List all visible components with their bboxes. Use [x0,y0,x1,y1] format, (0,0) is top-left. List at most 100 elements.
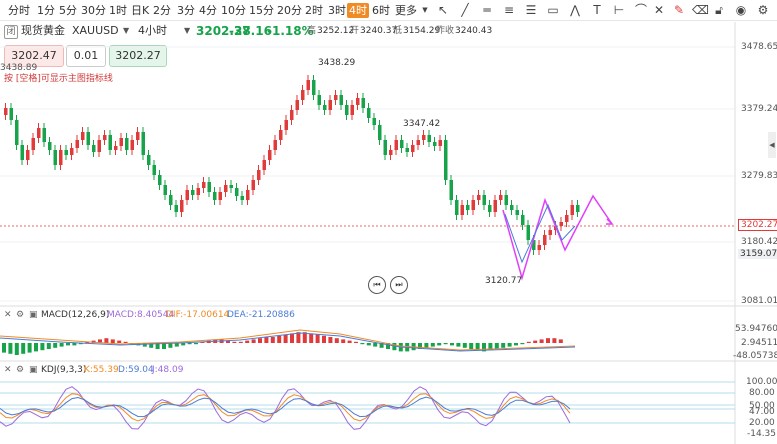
candle-body [169,195,173,205]
macd-bar [328,337,333,343]
price-axis-label: 3379.24 [741,104,777,114]
tf-4h[interactable]: 4时 [347,3,369,18]
channel-icon[interactable]: ≡ [503,3,515,17]
current-price-tag: 3202.27 [738,219,777,231]
prev-close-value: 3240.43 [455,26,493,36]
macd-close-icon[interactable]: ✕ [4,310,12,320]
rectangle-icon[interactable]: ▭ [547,3,559,17]
candle-body [493,200,497,212]
period-label[interactable]: 4小时 [138,24,167,37]
edit-icon[interactable]: ✎ [673,3,685,17]
macd-bar [168,343,173,348]
collapse-panel-button[interactable]: ◀ [768,132,776,158]
symbol-name[interactable]: 现货黄金 [21,24,65,37]
candle-body [559,222,563,226]
tf-2h[interactable]: 2时 [305,4,323,17]
price-axis-label: 3478.65 [741,42,777,52]
kdj-close-icon[interactable]: ✕ [4,365,12,375]
tf-2min[interactable]: 2分 [153,4,171,17]
tf-3h[interactable]: 3时 [328,4,346,17]
tf-10min[interactable]: 10分 [221,4,246,17]
line-tool-icon[interactable]: ╱ [461,3,469,17]
candle-body [543,235,547,245]
macd-bar [123,341,128,343]
candle-body [114,146,118,150]
tf-more[interactable]: 更多 [395,4,417,17]
low-label: 低 [393,26,403,36]
macd-bar [187,343,192,345]
candle-body [521,215,525,225]
tf-1h[interactable]: 1时 [109,4,127,17]
macd-bar [117,340,122,343]
quantity-input[interactable]: 0.01 [66,45,106,67]
candle-body [59,150,63,165]
text-icon[interactable]: T [593,3,601,17]
horizontal-line-icon[interactable]: ═ [483,3,491,17]
candle-body [97,140,101,152]
tf-6h[interactable]: 6时 [372,4,390,17]
macd-settings-icon[interactable]: ⚙ [16,310,25,320]
eye-icon[interactable]: ◉ [735,3,747,17]
symbol-code[interactable]: XAUUSD [72,24,119,37]
macd-bar [66,343,70,346]
candle-body [174,205,178,212]
macd-bar [514,343,518,346]
macd-bar [78,343,83,345]
kdj-settings-icon[interactable]: ⚙ [16,365,25,375]
d-line [0,396,571,418]
candle-body [482,195,486,205]
kdj-collapse-icon[interactable]: ▣ [29,365,38,375]
tf-daily[interactable]: 日K [131,4,150,17]
macd-bar [174,343,179,347]
macd-bar [8,343,13,354]
scroll-right-button[interactable]: ⏭ [390,276,408,294]
candle-body [152,165,156,175]
chevron-down-icon[interactable]: ▼ [123,26,130,35]
chevron-down-icon[interactable]: ▼ [422,6,428,14]
buy-price-button[interactable]: 3202.27 [109,45,167,67]
scroll-left-button[interactable]: ⏮ [368,276,386,294]
macd-bar [482,343,486,352]
macd-bar [181,343,186,346]
candle-body [471,200,475,210]
candle-body [504,195,508,205]
sell-price-button[interactable]: 3202.47 [4,45,64,67]
macd-collapse-icon[interactable]: ▣ [29,310,38,320]
tf-3min[interactable]: 3分 [177,4,195,17]
measure-icon[interactable]: ⊢ [613,3,625,17]
candle-body [268,150,272,160]
candle-body [103,135,107,140]
candle-body [279,130,283,140]
tf-20min[interactable]: 20分 [277,4,302,17]
tf-fenshi[interactable]: 分时 [8,4,30,17]
pattern-icon[interactable]: ⋀ [570,3,580,17]
eraser-icon[interactable]: ⌫ [692,3,709,17]
cursor-icon[interactable]: ↖ [437,3,449,17]
tf-1min[interactable]: 1分 [37,4,55,17]
zigzag-arrow [606,218,614,225]
settings-icon[interactable]: ⚙ [757,3,769,17]
chevron-down-icon[interactable]: ▼ [184,26,191,35]
candle-body [323,105,327,110]
magnet-icon[interactable]: ⌒ [634,3,647,17]
tf-4min[interactable]: 4分 [199,4,217,17]
tf-15min[interactable]: 15分 [249,4,274,17]
candle-body [240,196,244,200]
candle-body [444,140,448,180]
candle-body [20,145,24,160]
tf-30min[interactable]: 30分 [81,4,106,17]
macd-bar [322,335,326,343]
candle-body [81,132,85,140]
tf-5min[interactable]: 5分 [59,4,77,17]
fib-icon[interactable]: ☰ [525,3,537,17]
cross-icon[interactable]: ✕ [653,3,665,17]
open-label: 开 [350,26,360,36]
j-line [0,386,571,430]
macd-bar [456,343,461,347]
candle-body [229,185,233,188]
candle-body [499,195,503,200]
lock-icon[interactable]: 🔓︎ [715,3,723,17]
macd-bar [238,341,243,343]
macd-bar [258,338,262,343]
